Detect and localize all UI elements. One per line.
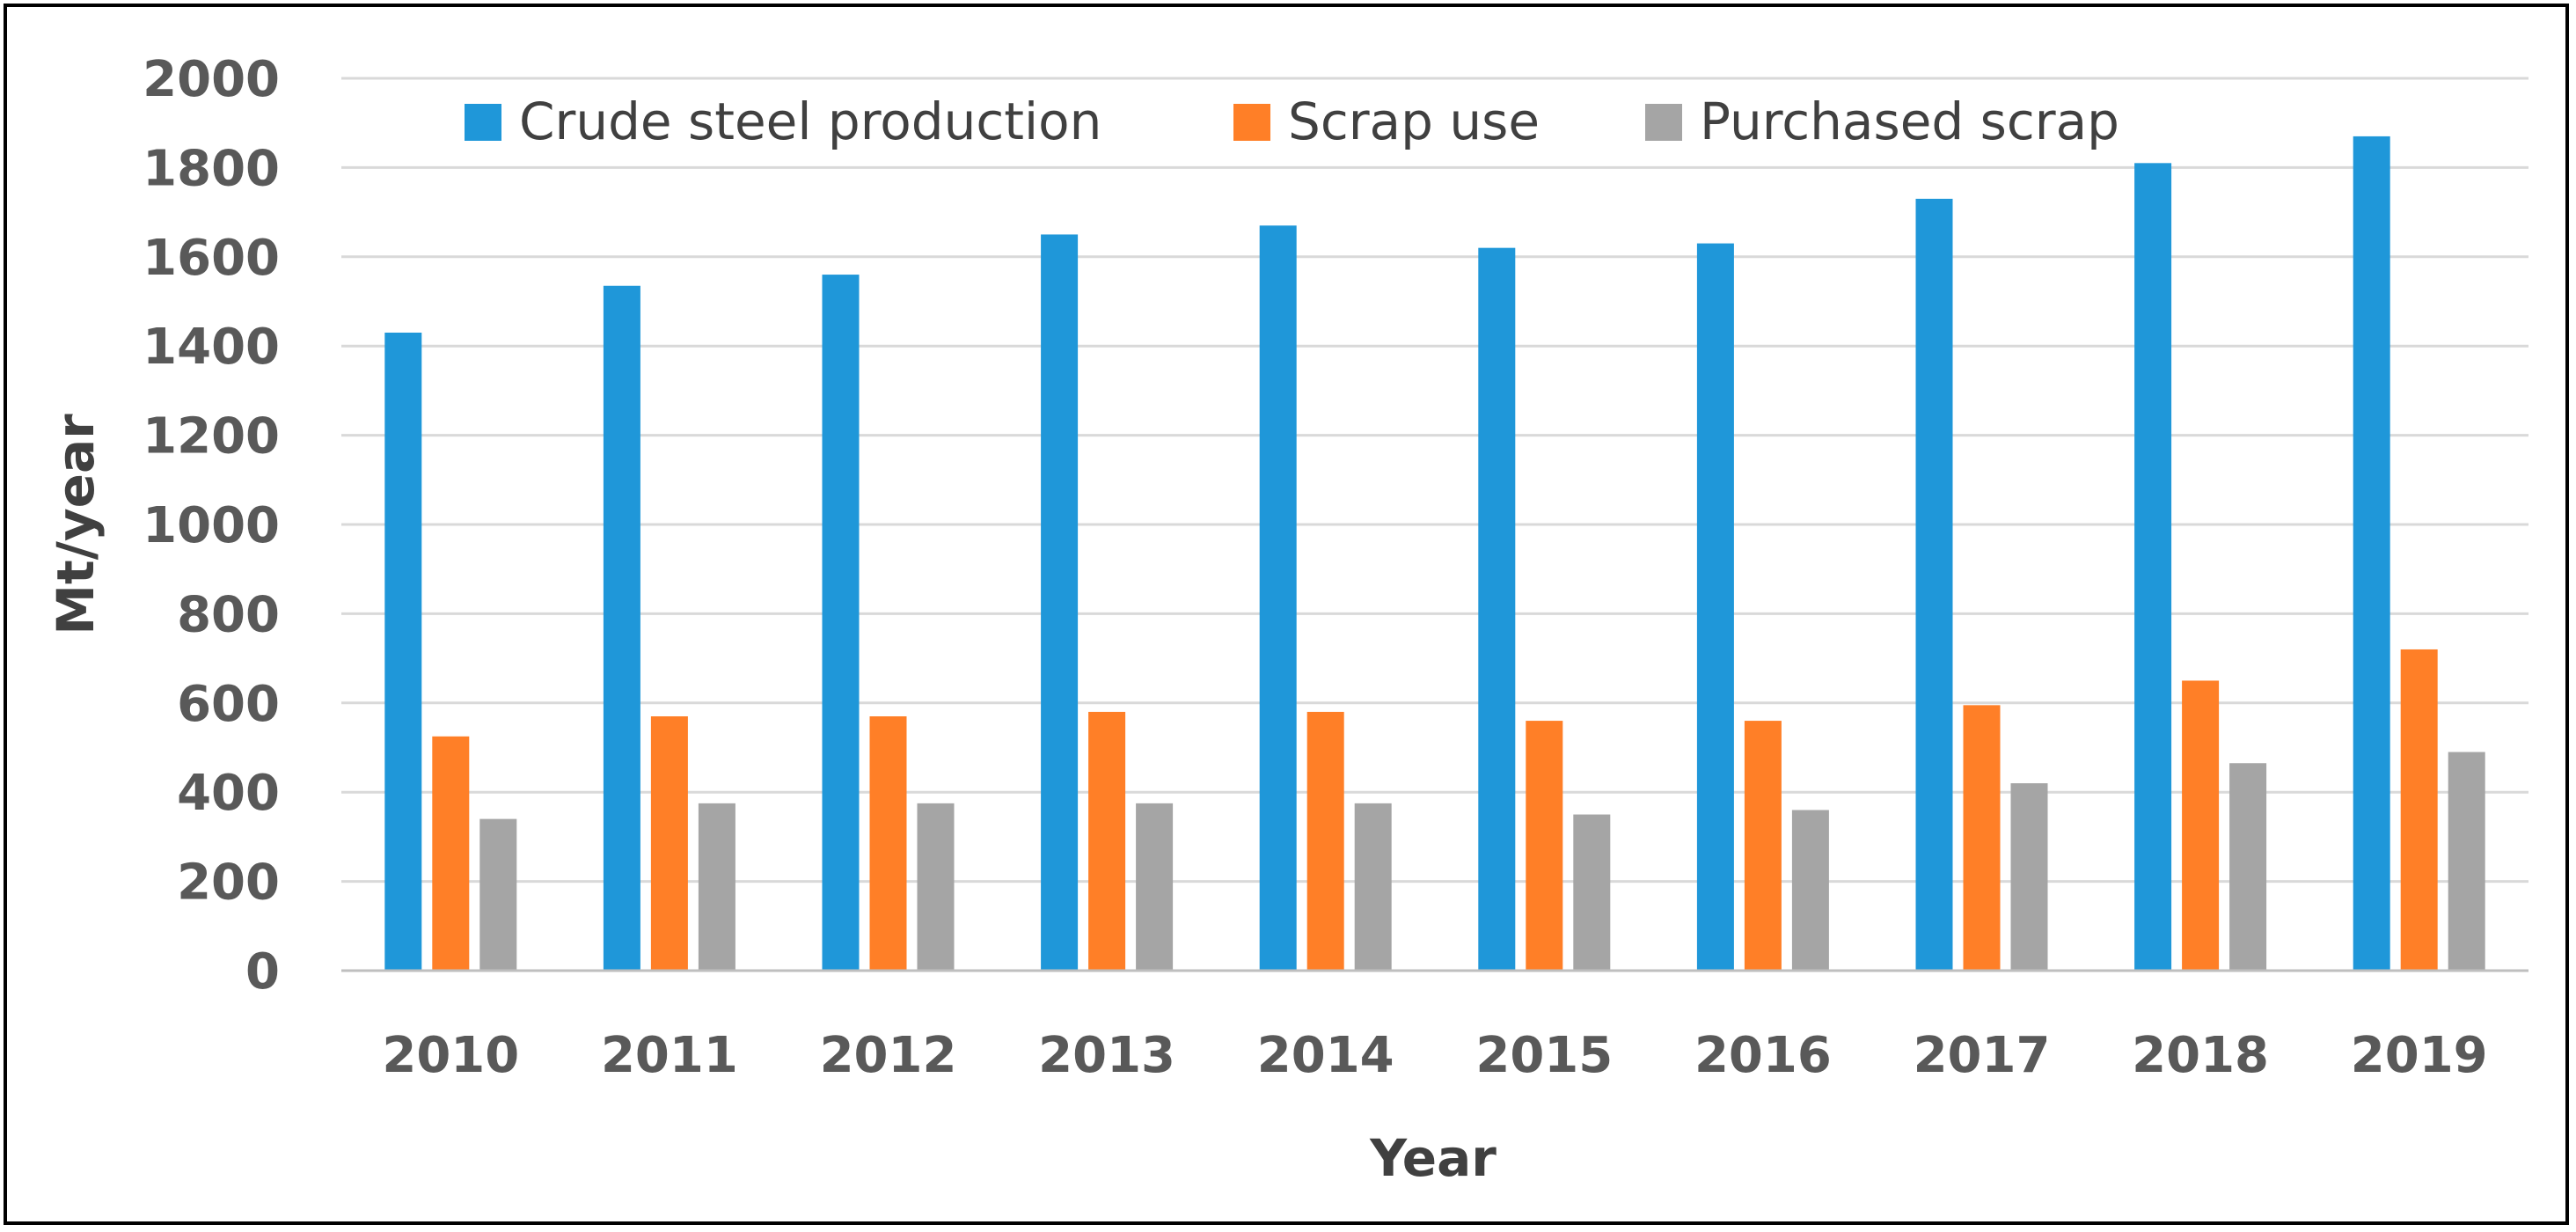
y-axis-title: Mt/year	[46, 414, 106, 635]
x-tick-label: 2012	[820, 1027, 957, 1084]
bar-crude-steel-production-2015	[1478, 247, 1516, 971]
bar-crude-steel-production-2019	[2353, 136, 2390, 971]
y-tick-label: 200	[177, 854, 280, 912]
bar-crude-steel-production-2018	[2134, 163, 2172, 971]
legend-swatch-scrap-use	[1233, 104, 1270, 141]
x-tick-label: 2014	[1257, 1027, 1394, 1084]
x-tick-label: 2019	[2351, 1027, 2488, 1084]
bar-scrap-use-2012	[869, 716, 907, 971]
bars	[384, 136, 2485, 972]
y-tick-label: 1600	[143, 230, 280, 287]
bar-scrap-use-2015	[1526, 721, 1563, 971]
bar-scrap-use-2018	[2182, 680, 2220, 971]
bar-crude-steel-production-2016	[1696, 243, 1734, 972]
bar-purchased-scrap-2019	[2448, 752, 2485, 971]
y-tick-label: 0	[245, 943, 280, 1001]
y-tick-label: 1200	[143, 408, 280, 466]
x-tick-label: 2017	[1914, 1027, 2051, 1084]
gridlines	[341, 77, 2528, 884]
y-tick-label: 1400	[143, 319, 280, 376]
bar-crude-steel-production-2012	[822, 275, 860, 972]
bar-chart: 0 200 400 600 800 1000 1200 1400 1600 1800 2000 20…	[46, 51, 2528, 1188]
bar-crude-steel-production-2013	[1041, 234, 1079, 971]
legend: Crude steel production Scrap use Purchased…	[465, 92, 2119, 151]
y-tick-label: 1000	[143, 497, 280, 554]
y-tick-label: 400	[177, 765, 280, 822]
bar-scrap-use-2010	[432, 736, 470, 971]
bar-scrap-use-2011	[650, 716, 688, 971]
bar-scrap-use-2017	[1963, 705, 2001, 971]
bar-purchased-scrap-2014	[1354, 803, 1392, 971]
x-axis-title: Year	[1369, 1128, 1497, 1188]
bar-purchased-scrap-2010	[479, 818, 517, 971]
legend-label: Scrap use	[1288, 92, 1540, 151]
x-tick-label: 2011	[601, 1027, 738, 1084]
x-tick-label: 2015	[1475, 1027, 1613, 1084]
y-tick-label: 600	[177, 676, 280, 733]
x-axis-ticks: 2010 2011 2012 2013 2014 2015 2016 2017 2018 2019	[382, 1027, 2487, 1084]
bar-scrap-use-2014	[1306, 711, 1344, 971]
bar-scrap-use-2016	[1744, 721, 1782, 971]
legend-swatch-purchased-scrap	[1645, 104, 1682, 141]
bar-purchased-scrap-2012	[917, 803, 955, 971]
bar-purchased-scrap-2017	[2010, 783, 2048, 971]
bar-crude-steel-production-2014	[1259, 225, 1297, 971]
y-axis-ticks: 0 200 400 600 800 1000 1200 1400 1600 1800 2000	[143, 51, 280, 1001]
bar-purchased-scrap-2016	[1791, 810, 1829, 971]
chart-frame: 0 200 400 600 800 1000 1200 1400 1600 1800 2000 20…	[4, 4, 2569, 1225]
bar-scrap-use-2013	[1088, 711, 1126, 971]
x-tick-label: 2010	[382, 1027, 519, 1084]
x-tick-label: 2016	[1694, 1027, 1832, 1084]
y-tick-label: 2000	[143, 51, 280, 108]
bar-purchased-scrap-2015	[1573, 814, 1611, 971]
legend-label: Crude steel production	[519, 92, 1101, 151]
bar-crude-steel-production-2011	[603, 285, 640, 971]
x-tick-label: 2013	[1038, 1027, 1175, 1084]
legend-swatch-crude-steel-production	[465, 104, 501, 141]
legend-label: Purchased scrap	[1700, 92, 2119, 151]
bar-crude-steel-production-2017	[1915, 198, 1953, 971]
bar-purchased-scrap-2018	[2229, 763, 2267, 971]
x-tick-label: 2018	[2132, 1027, 2269, 1084]
bar-purchased-scrap-2011	[698, 803, 735, 971]
bar-scrap-use-2019	[2400, 649, 2438, 971]
y-tick-label: 800	[177, 586, 280, 643]
y-tick-label: 1800	[143, 140, 280, 197]
bar-crude-steel-production-2010	[384, 332, 422, 971]
bar-purchased-scrap-2013	[1136, 803, 1174, 971]
